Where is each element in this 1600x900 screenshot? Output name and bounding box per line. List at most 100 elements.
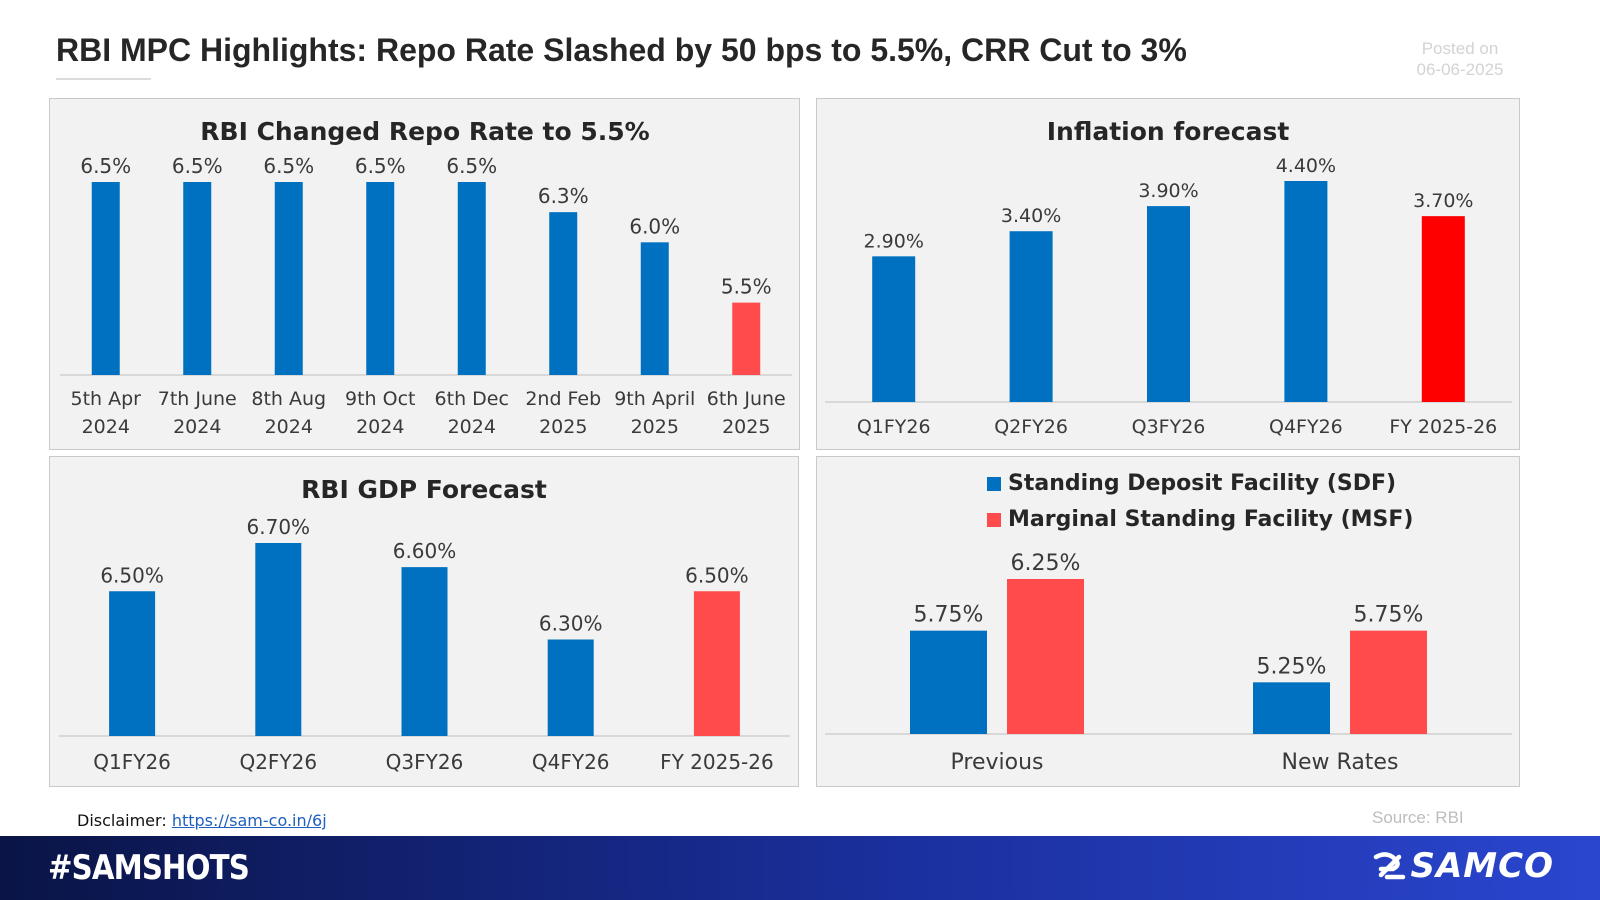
gdp-chart: RBI GDP Forecast 6.50% Q1FY26 6.70% Q2FY26 6.… (59, 475, 790, 774)
posted-date: 06-06-2025 (1416, 60, 1504, 79)
tick-label: FY 2025-26 (660, 750, 774, 774)
chart-title: Inflation forecast (1047, 117, 1290, 146)
bar-5 (549, 212, 578, 375)
bar-1-0 (1253, 682, 1330, 734)
bar-7 (732, 302, 761, 375)
facility-chart: Standing Deposit Facility (SDF) Marginal … (825, 471, 1512, 775)
data-label: 6.50% (100, 563, 164, 587)
data-label: 6.5% (263, 154, 314, 178)
data-label: 5.75% (1354, 603, 1424, 628)
tick-label: 2024 (265, 416, 313, 438)
tick-label: Previous (951, 750, 1044, 775)
tick-label: 2025 (539, 416, 587, 438)
bar-4 (1421, 216, 1465, 402)
tick-label: Q2FY26 (994, 416, 1068, 438)
disclaimer-link[interactable]: https://sam-co.in/6j (171, 811, 327, 830)
bar-0-1 (1007, 579, 1084, 734)
chart-title: RBI GDP Forecast (301, 475, 547, 504)
page-title: RBI MPC Highlights: Repo Rate Slashed by… (56, 32, 1187, 68)
samco-logo: SAMCO (1373, 846, 1555, 886)
disclaimer: Disclaimer: https://sam-co.in/6j (77, 811, 327, 830)
inflation-chart-panel: Inflation forecast 2.90% Q1FY26 3.40% Q2FY26… (816, 98, 1520, 450)
bar-4 (693, 591, 740, 736)
bar-2 (1147, 206, 1190, 402)
data-label: 6.50% (685, 563, 749, 587)
data-label: 3.90% (1138, 180, 1198, 202)
legend-swatch (987, 477, 1001, 491)
legend-label: Standing Deposit Facility (SDF) (1008, 471, 1396, 496)
data-label: 6.30% (539, 612, 603, 636)
data-label: 5.75% (914, 603, 984, 628)
tick-label: 8th Aug (251, 388, 326, 410)
tick-label: 2024 (173, 416, 221, 438)
gdp-chart-panel: RBI GDP Forecast 6.50% Q1FY26 6.70% Q2FY26 6.… (49, 456, 799, 787)
tick-label: 6th June (707, 388, 786, 410)
bar-0 (91, 182, 120, 375)
tick-label: Q1FY26 (93, 750, 171, 774)
bar-0-0 (910, 630, 987, 734)
data-label: 6.3% (538, 184, 589, 208)
data-label: 6.5% (446, 154, 497, 178)
tick-label: FY 2025-26 (1389, 416, 1497, 438)
repo-rate-chart-panel: RBI Changed Repo Rate to 5.5% 6.5% 5th Apr… (49, 98, 800, 450)
legend-swatch (987, 513, 1001, 527)
inflation-chart: Inflation forecast 2.90% Q1FY26 3.40% Q2FY26… (825, 117, 1512, 438)
tick-label: Q3FY26 (1132, 416, 1206, 438)
bar-3 (547, 639, 594, 736)
bar-1 (1009, 231, 1053, 402)
tick-label: Q4FY26 (1269, 416, 1343, 438)
disclaimer-label: Disclaimer: (77, 811, 167, 830)
bar-6 (640, 242, 669, 375)
posted-info: Posted on 06-06-2025 (1392, 38, 1528, 80)
tick-label: 5th Apr (71, 388, 142, 410)
chart-title: RBI Changed Repo Rate to 5.5% (200, 117, 649, 146)
tick-label: 2024 (356, 416, 404, 438)
footer-bar: #SAMSHOTS SAMCO (0, 836, 1600, 900)
data-label: 6.0% (629, 214, 680, 238)
bar-0 (872, 256, 916, 402)
data-label: 4.40% (1276, 155, 1336, 177)
facility-chart-panel: Standing Deposit Facility (SDF) Marginal … (816, 456, 1520, 787)
bar-3 (1284, 181, 1328, 402)
tick-label: Q1FY26 (857, 416, 931, 438)
tick-label: 2024 (448, 416, 496, 438)
tick-label: 2025 (631, 416, 679, 438)
tick-label: Q3FY26 (386, 750, 464, 774)
bar-1 (183, 182, 212, 375)
legend-label: Marginal Standing Facility (MSF) (1008, 507, 1413, 532)
data-label: 2.90% (864, 230, 924, 252)
bar-0 (109, 591, 156, 736)
samco-wordmark: SAMCO (1410, 846, 1554, 886)
bar-2 (274, 182, 303, 375)
data-label: 3.40% (1001, 205, 1061, 227)
tick-label: New Rates (1282, 750, 1399, 775)
bar-3 (366, 182, 395, 375)
data-label: 6.60% (393, 539, 457, 563)
data-label: 6.5% (172, 154, 223, 178)
posted-label: Posted on (1421, 39, 1499, 58)
data-label: 6.70% (247, 515, 311, 539)
tick-label: 2024 (82, 416, 130, 438)
title-underline (56, 78, 151, 80)
bar-1-1 (1350, 630, 1427, 734)
tick-label: 9th Oct (345, 388, 415, 410)
data-label: 6.5% (80, 154, 131, 178)
data-label: 5.5% (721, 275, 772, 299)
data-label: 6.25% (1011, 551, 1081, 576)
bar-2 (401, 567, 448, 736)
data-label: 6.5% (355, 154, 406, 178)
tick-label: 2025 (722, 416, 770, 438)
tick-label: Q2FY26 (239, 750, 317, 774)
bar-1 (255, 543, 302, 736)
repo-rate-chart: RBI Changed Repo Rate to 5.5% 6.5% 5th Apr… (60, 117, 792, 438)
tick-label: 9th April (614, 388, 695, 410)
bar-4 (457, 182, 486, 375)
tick-label: 2nd Feb (525, 388, 601, 410)
data-label: 5.25% (1257, 654, 1327, 679)
data-label: 3.70% (1413, 190, 1473, 212)
source-note: Source: RBI (1372, 808, 1464, 827)
samshots-hashtag: #SAMSHOTS (48, 848, 250, 888)
samco-logo-icon (1373, 852, 1405, 880)
tick-label: 7th June (158, 388, 237, 410)
tick-label: 6th Dec (435, 388, 509, 410)
